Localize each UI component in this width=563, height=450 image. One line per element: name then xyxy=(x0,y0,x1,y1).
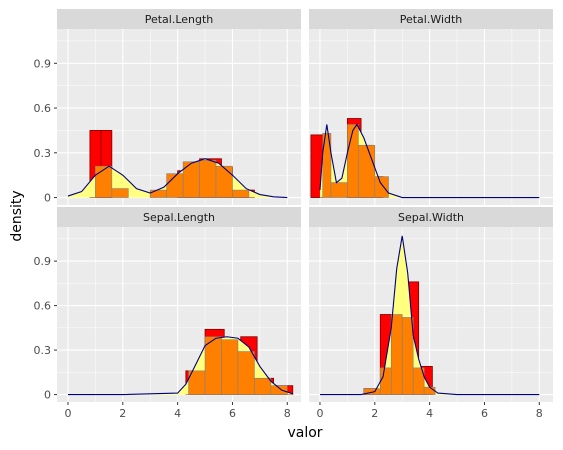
histogram-bar-orange xyxy=(322,133,332,198)
facet-strip xyxy=(57,9,301,29)
y-tick-label: 0.6 xyxy=(34,300,52,313)
histogram-bar-orange xyxy=(95,165,113,198)
histogram-bar-orange xyxy=(379,367,392,395)
histogram-bar-orange xyxy=(330,182,348,198)
x-tick-label: 2 xyxy=(119,407,126,420)
density-line xyxy=(319,235,540,396)
x-tick-label: 4 xyxy=(174,407,181,420)
facet-strip-label: Sepal.Width xyxy=(398,211,464,224)
x-tick-label: 0 xyxy=(316,407,323,420)
histogram-bar-orange xyxy=(347,124,359,198)
histogram-bar-orange xyxy=(423,386,436,395)
panel-sepal-length: Sepal.Length 0 0.3 0.6 0.9 0 2 4 6 8 xyxy=(34,207,301,420)
y-axis-title: density xyxy=(9,190,25,241)
histogram-bar-orange xyxy=(358,145,376,198)
x-tick-label: 6 xyxy=(229,407,236,420)
y-tick-label: 0.3 xyxy=(34,147,52,160)
y-tick-label: 0 xyxy=(44,389,51,402)
histogram-bar-orange xyxy=(199,159,217,198)
facet-strip-label: Petal.Width xyxy=(400,13,463,26)
y-tick-label: 0 xyxy=(44,192,51,205)
facet-strip xyxy=(309,9,553,29)
x-tick-label: 2 xyxy=(371,407,378,420)
y-tick-label: 0.3 xyxy=(34,344,52,357)
histogram-bar-orange xyxy=(111,188,129,198)
histogram-bar-orange xyxy=(166,173,184,198)
histogram-bar-orange xyxy=(270,385,288,395)
histogram-bar-orange xyxy=(254,377,272,395)
y-tick-label: 0.9 xyxy=(34,255,52,268)
facet-strip xyxy=(57,207,301,227)
histogram-bar-orange xyxy=(374,176,389,198)
histogram-bar-orange xyxy=(237,351,255,395)
y-tick-label: 0.6 xyxy=(34,102,52,115)
x-tick-label: 0 xyxy=(64,407,71,420)
x-tick-label: 4 xyxy=(426,407,433,420)
facet-strip-label: Sepal.Length xyxy=(143,211,215,224)
x-axis-title: valor xyxy=(287,425,322,441)
facet-strip xyxy=(309,207,553,227)
histogram-bar-orange xyxy=(215,165,233,198)
histogram-bar-orange xyxy=(204,336,222,395)
histogram-bar-orange xyxy=(412,367,425,395)
x-tick-label: 8 xyxy=(536,407,543,420)
x-tick-label: 6 xyxy=(481,407,488,420)
panel-sepal-width: Sepal.Width 0 2 4 6 8 xyxy=(309,207,553,420)
histogram-bar-orange xyxy=(401,317,414,395)
facet-strip-label: Petal.Length xyxy=(145,13,214,26)
x-tick-label: 8 xyxy=(284,407,291,420)
density-line xyxy=(67,158,288,199)
histogram-bar-orange xyxy=(221,339,239,395)
panel-petal-width: Petal.Width xyxy=(309,9,553,205)
histogram-bar-orange xyxy=(149,189,167,198)
histogram-bar-orange xyxy=(232,189,250,198)
histogram-bar-orange xyxy=(390,314,403,395)
panel-petal-length: Petal.Length 0 0.3 0.6 0.9 xyxy=(34,9,301,205)
density-line xyxy=(319,123,540,199)
y-tick-label: 0.9 xyxy=(34,57,52,70)
density-line xyxy=(67,336,293,396)
